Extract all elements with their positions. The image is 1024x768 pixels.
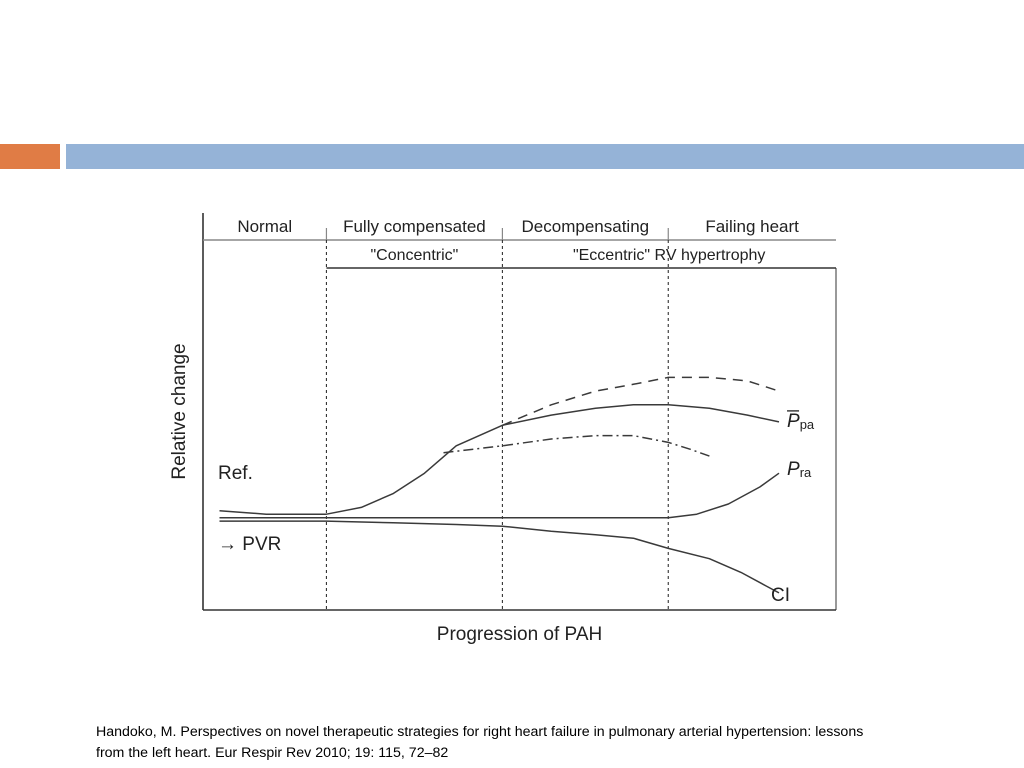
series-label-pra: Pra — [787, 459, 812, 480]
series-label-ci: CI — [771, 585, 790, 606]
x-axis-title: Progression of PAH — [437, 624, 602, 645]
y-axis-title: Relative change — [169, 343, 190, 479]
series-line-pra — [219, 472, 780, 519]
accent-bar — [0, 144, 60, 169]
series-line-dashed — [502, 376, 780, 426]
relative-change-chart: Normal Fully compensated Decompensating Fai… — [169, 213, 837, 645]
left-label-1: → PVR — [218, 534, 281, 555]
citation: Handoko, M. Perspectives on novel therap… — [96, 722, 996, 764]
left-label-0: Ref. — [218, 463, 253, 484]
citation-line-1: Handoko, M. Perspectives on novel therap… — [96, 724, 864, 740]
hypertrophy-label-0: "Concentric" — [371, 247, 459, 264]
stage-label-0: Normal — [237, 217, 292, 236]
series-line-ci — [219, 520, 780, 594]
series-line-ppa — [219, 404, 780, 515]
header-band — [66, 144, 1024, 169]
hypertrophy-label-1: "Eccentric" RV hypertrophy — [573, 247, 765, 264]
series-line-dashdot — [443, 434, 710, 457]
citation-line-2: from the left heart. Eur Respir Rev 2010… — [96, 745, 449, 761]
series-label-ppa: Ppa — [787, 411, 815, 432]
stage-label-3: Failing heart — [705, 217, 799, 236]
stage-label-1: Fully compensated — [343, 217, 486, 236]
stage-label-2: Decompensating — [522, 217, 650, 236]
